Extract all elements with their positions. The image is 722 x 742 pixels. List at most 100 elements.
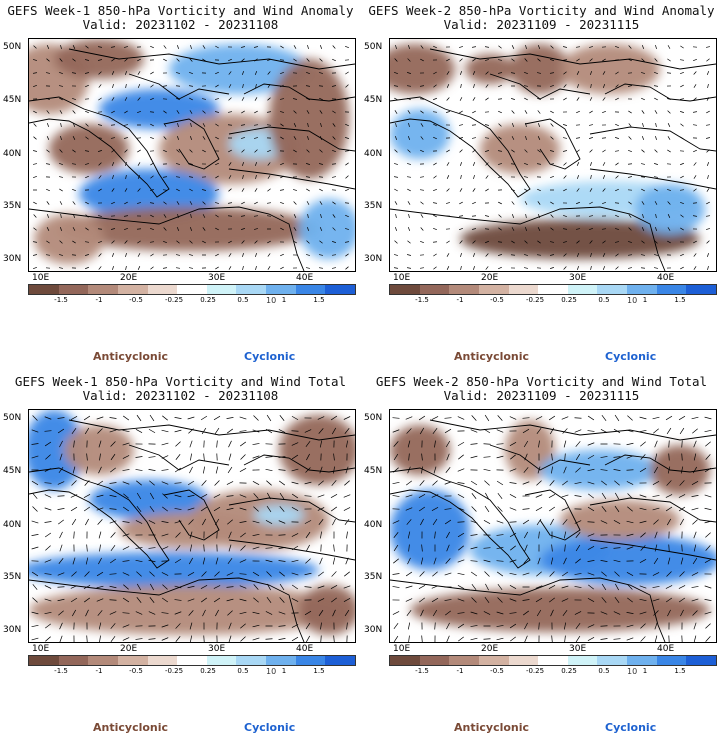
wind-arrow	[602, 266, 606, 270]
colorbar-label: 1.5	[674, 296, 686, 304]
wind-arrow	[678, 494, 686, 498]
wind-arrow	[98, 531, 102, 539]
wind-arrow	[58, 254, 64, 256]
wind-arrow	[331, 571, 337, 577]
vorticity-shading	[29, 39, 355, 264]
wind-arrow	[472, 240, 476, 244]
legend-cyclonic: Cyclonic	[244, 721, 296, 734]
wind-arrow	[393, 163, 399, 165]
wind-arrow	[562, 137, 568, 139]
wind-arrow	[241, 58, 245, 62]
wind-arrow	[124, 70, 128, 76]
wind-arrow	[150, 84, 154, 88]
wind-arrow	[279, 415, 285, 421]
wind-arrow	[444, 417, 452, 419]
wind-arrow	[305, 622, 311, 630]
wind-arrow	[432, 480, 438, 486]
wind-arrow	[601, 202, 607, 204]
wind-arrow	[549, 85, 555, 87]
wind-arrow	[509, 521, 517, 523]
colorbar-swatch	[508, 656, 539, 665]
wind-arrow	[304, 520, 312, 524]
wind-arrow	[44, 611, 52, 615]
wind-arrow	[320, 635, 322, 642]
wind-arrow	[84, 150, 90, 152]
wind-arrow	[332, 518, 336, 526]
wind-arrow	[254, 58, 258, 62]
wind-arrow	[293, 240, 297, 244]
lat-label: 35N	[3, 201, 22, 211]
wind-arrow	[692, 466, 698, 474]
wind-arrow	[84, 480, 90, 486]
wind-arrow	[561, 416, 569, 420]
colorbar-unit: 10	[627, 667, 638, 676]
wind-arrow	[550, 214, 554, 218]
wind-arrow	[509, 468, 517, 472]
vorticity-region	[635, 184, 705, 234]
wind-arrow	[639, 467, 647, 473]
wind-arrow	[163, 214, 167, 218]
wind-arrow	[446, 635, 450, 642]
legend-anticyclonic: Anticyclonic	[93, 721, 169, 734]
wind-arrow	[510, 454, 516, 460]
wind-arrow	[433, 557, 437, 565]
vorticity-region	[89, 480, 209, 520]
wind-arrow	[563, 531, 567, 539]
wind-arrow	[136, 505, 142, 513]
wind-arrow	[473, 174, 475, 180]
wind-arrow	[574, 573, 582, 575]
wind-arrow	[444, 610, 452, 616]
wind-arrow	[202, 518, 206, 526]
wind-arrow	[446, 266, 450, 270]
wind-arrow	[497, 72, 503, 74]
vorticity-region	[254, 505, 304, 525]
wind-arrow	[680, 266, 684, 270]
coastline	[128, 444, 230, 471]
wind-arrow	[600, 429, 608, 433]
wind-arrow	[227, 111, 233, 113]
wind-arrow	[279, 492, 285, 500]
wind-arrow	[589, 188, 593, 192]
wind-arrow	[641, 201, 645, 205]
wind-arrow	[214, 202, 220, 204]
wind-arrow	[59, 240, 63, 244]
wind-arrow	[345, 175, 349, 179]
wind-arrow	[460, 252, 462, 258]
wind-arrow	[614, 571, 620, 577]
wind-arrow	[307, 44, 309, 50]
wind-arrow	[98, 253, 102, 257]
wind-arrow	[420, 149, 424, 153]
wind-arrow	[110, 441, 116, 447]
wind-arrow	[291, 507, 299, 511]
wind-arrow	[293, 136, 297, 140]
lat-label: 40N	[364, 149, 383, 159]
wind-arrow	[280, 84, 284, 88]
wind-arrow	[317, 507, 325, 511]
wind-arrow	[58, 163, 64, 165]
wind-arrow	[666, 427, 672, 435]
wind-arrow	[614, 596, 620, 604]
wind-arrow	[457, 416, 465, 420]
wind-arrow	[293, 227, 297, 231]
wind-arrow	[280, 227, 284, 231]
wind-arrow	[484, 215, 490, 217]
wind-arrow	[174, 417, 182, 419]
wind-arrow	[307, 226, 309, 232]
wind-arrow	[162, 493, 168, 499]
wind-arrow	[394, 58, 398, 62]
wind-arrow	[393, 467, 399, 473]
wind-arrow	[305, 267, 311, 269]
wind-arrow	[653, 85, 659, 87]
wind-arrow	[202, 240, 206, 244]
wind-arrow	[471, 506, 477, 512]
wind-arrow	[509, 612, 517, 614]
wind-arrow	[485, 583, 489, 591]
wind-arrow	[576, 149, 580, 153]
wind-arrow	[457, 494, 465, 498]
wind-arrow	[418, 415, 426, 421]
wind-arrow	[240, 623, 246, 629]
wind-arrow	[483, 519, 491, 525]
wind-arrow	[679, 189, 685, 191]
wind-arrow	[615, 253, 619, 257]
wind-arrow	[602, 84, 606, 88]
